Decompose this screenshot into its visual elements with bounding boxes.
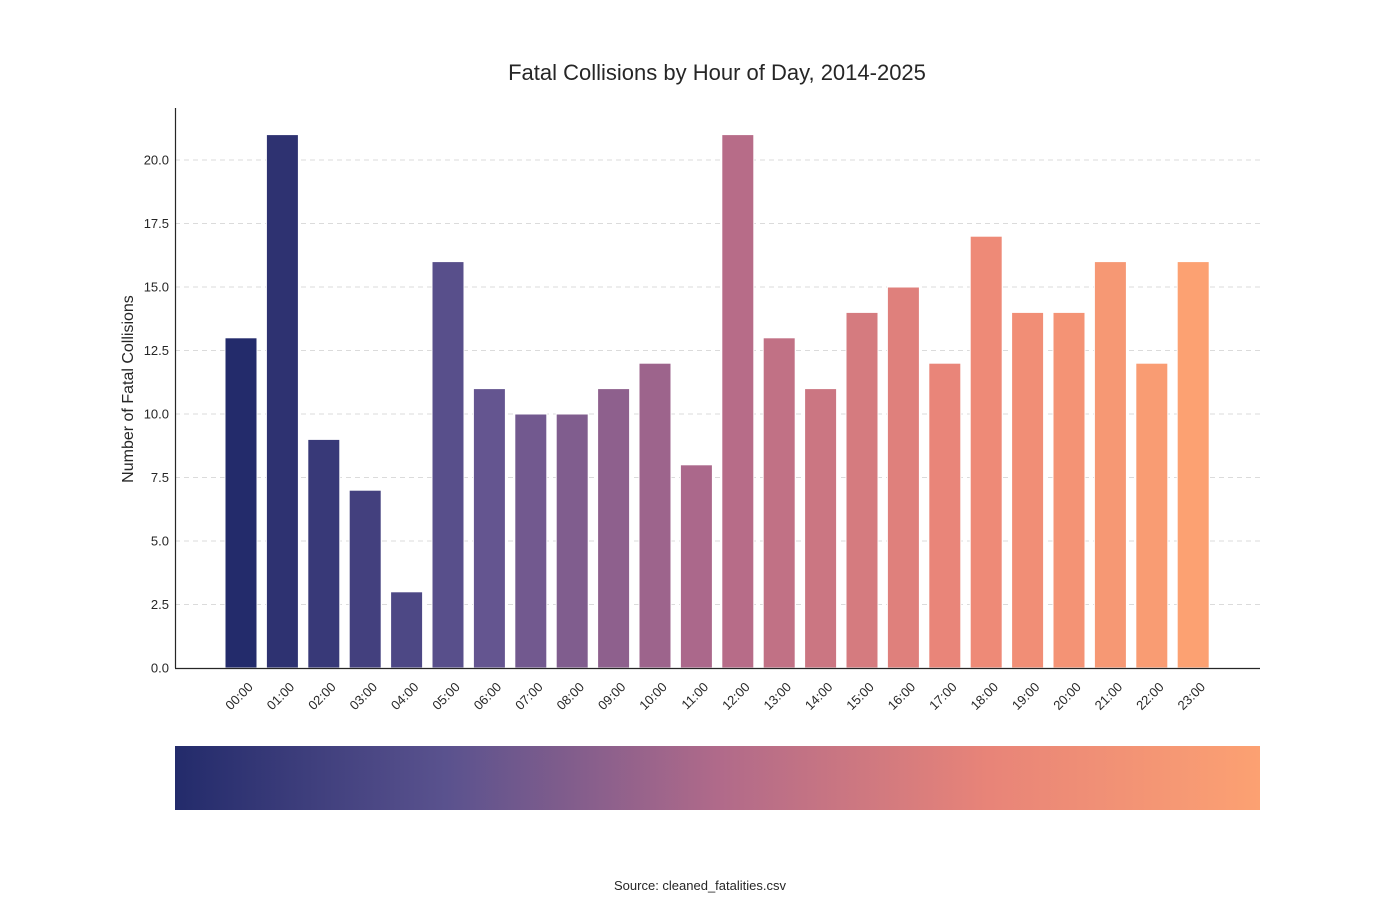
bar-0800 [555,413,589,669]
y-tick-label: 7.5 [151,470,169,485]
bar-2100 [1093,261,1127,669]
x-tick-label: 17:00 [926,679,960,713]
x-tick-label: 20:00 [1050,679,1084,713]
bar-1300 [762,337,796,669]
source-note: Source: cleaned_fatalities.csv [614,878,786,893]
x-tick-label: 19:00 [1009,679,1043,713]
bar-0100 [265,134,299,669]
bar-0200 [307,438,341,669]
bar-2000 [1052,311,1086,669]
y-tick-label: 17.5 [144,216,169,231]
x-tick-label: 12:00 [719,679,753,713]
x-tick-label: 09:00 [595,679,629,713]
x-tick-label: 03:00 [346,679,380,713]
x-tick-label: 00:00 [222,679,256,713]
x-tick-label: 22:00 [1133,679,1167,713]
x-tick-label: 08:00 [553,679,587,713]
y-tick-label: 10.0 [144,407,169,422]
bar-1800 [969,235,1003,669]
colorbar [175,746,1260,810]
x-tick-label: 06:00 [471,679,505,713]
y-axis-label: Number of Fatal Collisions [120,295,137,483]
bar-0400 [390,591,424,669]
bar-0700 [514,413,548,669]
x-tick-label: 10:00 [636,679,670,713]
bar-1000 [638,362,672,669]
x-tick-label: 04:00 [388,679,422,713]
x-tick-label: 01:00 [264,679,298,713]
bar-1900 [1011,311,1045,669]
bar-2300 [1176,261,1210,669]
bar-0300 [348,489,382,669]
x-tick-label: 07:00 [512,679,546,713]
x-tick-labels: 00:00 01:00 02:00 03:00 04:00 05:00 06:00 07:00… [222,679,1208,713]
bar-1500 [845,311,879,669]
bar-1700 [928,362,962,669]
bar-1600 [886,286,920,669]
bar-0600 [472,388,506,669]
bar-0500 [431,261,465,669]
y-tick-label: 0.0 [151,661,169,676]
x-tick-label: 23:00 [1174,679,1208,713]
bars [224,134,1210,669]
y-tick-label: 20.0 [144,153,169,168]
y-tick-label: 5.0 [151,534,169,549]
bar-1400 [804,388,838,669]
y-tick-label: 12.5 [144,343,169,358]
x-tick-label: 02:00 [305,679,339,713]
bar-2200 [1135,362,1169,669]
y-tick-labels: 0.0 2.5 5.0 7.5 10.0 12.5 15.0 17.5 20.0 [144,153,169,676]
bar-0000 [224,337,258,669]
bar-1200 [721,134,755,669]
x-tick-label: 13:00 [760,679,794,713]
x-tick-label: 11:00 [678,679,711,712]
bar-1100 [679,464,713,669]
chart-title: Fatal Collisions by Hour of Day, 2014-20… [508,60,926,85]
y-tick-label: 2.5 [151,597,169,612]
x-tick-label: 18:00 [967,679,1001,713]
x-tick-label: 05:00 [429,679,463,713]
x-tick-label: 14:00 [802,679,836,713]
x-tick-label: 21:00 [1092,679,1126,713]
bar-0900 [597,388,631,669]
x-tick-label: 15:00 [843,679,877,713]
x-tick-label: 16:00 [885,679,919,713]
y-tick-label: 15.0 [144,280,169,295]
